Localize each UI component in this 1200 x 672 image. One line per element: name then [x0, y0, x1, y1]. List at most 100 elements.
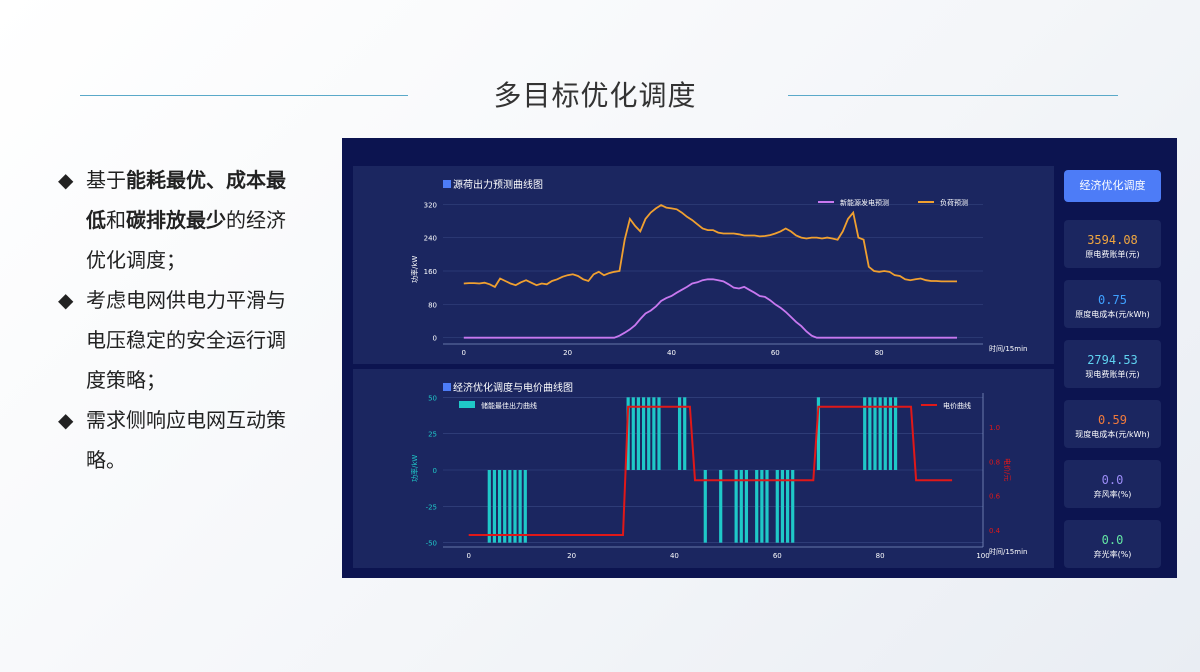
bar	[487, 470, 491, 543]
bar	[631, 397, 635, 470]
legend-label: 负荷预测	[940, 198, 968, 207]
metric-value: 0.0	[1101, 533, 1124, 547]
y2-tick-label: 1.0	[989, 424, 1000, 432]
x-tick-label: 40	[670, 552, 679, 560]
x-axis-label: 时间/15min	[989, 547, 1027, 556]
metric-label: 原度电成本(元/kWh)	[1075, 310, 1150, 319]
legend-swatch	[459, 401, 475, 408]
diamond-bullet-icon: ◆	[58, 168, 74, 192]
legend-label: 电价曲线	[943, 401, 971, 410]
bar	[739, 470, 743, 543]
chart-title: 源荷出力预测曲线图	[453, 178, 543, 191]
bar	[888, 397, 893, 470]
metric-card-original-bill: 3594.08 原电费账单(元)	[1064, 220, 1161, 268]
price-line	[468, 405, 953, 536]
bullet-bold-text: 能耗最优、成本最低	[86, 168, 286, 232]
page-title: 多目标优化调度	[493, 79, 697, 112]
dispatch-chart-panel: 经济优化调度与电价曲线图 -50 -25 0 25 50 0.4 0.6 0.8 1.0 0 20 40…	[353, 369, 1054, 568]
bar	[719, 470, 723, 543]
bar	[497, 470, 502, 543]
metric-card-original-unit-cost: 0.75 原度电成本(元/kWh)	[1064, 280, 1161, 328]
y2-tick-label: 0.6	[989, 493, 1001, 501]
title-rule-left	[80, 95, 408, 96]
y-tick-label: 50	[428, 394, 437, 402]
x-tick-label: 100	[976, 552, 989, 560]
bar	[677, 397, 682, 470]
bar	[492, 470, 497, 543]
metric-label: 弃光率(%)	[1093, 550, 1132, 559]
bar	[868, 397, 872, 470]
chart-title: 经济优化调度与电价曲线图	[453, 381, 573, 394]
metric-value: 0.59	[1098, 413, 1127, 427]
bar	[503, 470, 507, 543]
metric-label: 原电费账单(元)	[1085, 250, 1140, 259]
forecast-chart: 源荷出力预测曲线图 0 80 160 240 320 0 20 40 60 80 时间/15min 功率…	[410, 178, 1027, 357]
series-line	[463, 278, 957, 339]
legend-label: 储能最佳出力曲线	[481, 401, 537, 410]
bar	[657, 397, 661, 470]
y-tick-label: 80	[428, 301, 437, 309]
y2-tick-label: 0.4	[989, 527, 1001, 535]
y-axis-label: 功率/kW	[410, 455, 419, 482]
metric-value: 2794.53	[1087, 353, 1138, 367]
optimize-button[interactable]: 经济优化调度	[1064, 170, 1161, 202]
title-rule-right	[788, 95, 1118, 96]
bullet-text: 和	[106, 208, 126, 232]
bar	[760, 470, 764, 543]
bullet-text: 基于	[86, 168, 126, 192]
y2-tick-label: 0.8	[989, 458, 1000, 466]
y-tick-label: 240	[424, 235, 437, 243]
metric-label: 现度电成本(元/kWh)	[1075, 430, 1150, 439]
x-tick-label: 20	[563, 349, 572, 357]
metric-label: 现电费账单(元)	[1085, 370, 1140, 379]
bar	[734, 470, 738, 543]
metric-card-current-unit-cost: 0.59 现度电成本(元/kWh)	[1064, 400, 1161, 448]
bar	[523, 470, 527, 543]
y-tick-label: 160	[424, 268, 437, 276]
y-tick-label: 320	[424, 201, 437, 209]
metric-value: 0.0	[1101, 473, 1124, 487]
bar	[780, 470, 785, 543]
bullet-item: ◆ 考虑电网供电力平滑与电压稳定的安全运行调度策略；	[58, 280, 298, 400]
y-tick-label: 0	[433, 335, 437, 343]
bar	[883, 397, 887, 470]
bar	[878, 397, 882, 470]
bar	[873, 397, 877, 470]
bullet-bold-text: 碳排放最少	[126, 208, 226, 232]
bullet-item: ◆ 基于能耗最优、成本最低和碳排放最少的经济优化调度；	[58, 160, 298, 280]
metric-label: 弃风率(%)	[1093, 490, 1132, 499]
bar	[647, 397, 651, 470]
y-tick-label: 25	[428, 431, 437, 439]
diamond-bullet-icon: ◆	[58, 288, 74, 312]
dispatch-chart: 经济优化调度与电价曲线图 -50 -25 0 25 50 0.4 0.6 0.8 1.0 0 20 40…	[410, 381, 1027, 560]
bar	[626, 397, 630, 470]
bar	[518, 470, 522, 543]
bullet-text: 需求侧响应电网互动策略。	[86, 408, 286, 472]
bar	[683, 397, 687, 470]
bar	[765, 470, 769, 543]
bar	[641, 397, 646, 470]
bar	[755, 470, 759, 543]
bullet-list: ◆ 基于能耗最优、成本最低和碳排放最少的经济优化调度； ◆ 考虑电网供电力平滑与电压…	[58, 160, 298, 480]
metric-card-current-bill: 2794.53 现电费账单(元)	[1064, 340, 1161, 388]
x-tick-label: 80	[875, 349, 884, 357]
title-marker-icon	[443, 180, 451, 188]
y-axis-label: 功率/kW	[410, 256, 419, 283]
y-tick-label: -50	[426, 540, 437, 548]
bar	[513, 470, 517, 543]
x-tick-label: 20	[567, 552, 576, 560]
x-tick-label: 40	[667, 349, 676, 357]
title-marker-icon	[443, 383, 451, 391]
metric-card-wind-curtailment: 0.0 弃风率(%)	[1064, 460, 1161, 508]
legend-label: 新能源发电预测	[840, 198, 889, 207]
x-tick-label: 0	[462, 349, 466, 357]
bar	[863, 397, 867, 470]
bar	[652, 397, 656, 470]
forecast-chart-panel: 源荷出力预测曲线图 0 80 160 240 320 0 20 40 60 80 时间/15min 功率…	[353, 166, 1054, 364]
bar	[893, 397, 898, 470]
x-tick-label: 60	[771, 349, 780, 357]
metric-value: 3594.08	[1087, 233, 1138, 247]
bullet-text: 考虑电网供电力平滑与电压稳定的安全运行调度策略；	[86, 288, 286, 392]
metric-card-solar-curtailment: 0.0 弃光率(%)	[1064, 520, 1161, 568]
bar	[775, 470, 779, 543]
